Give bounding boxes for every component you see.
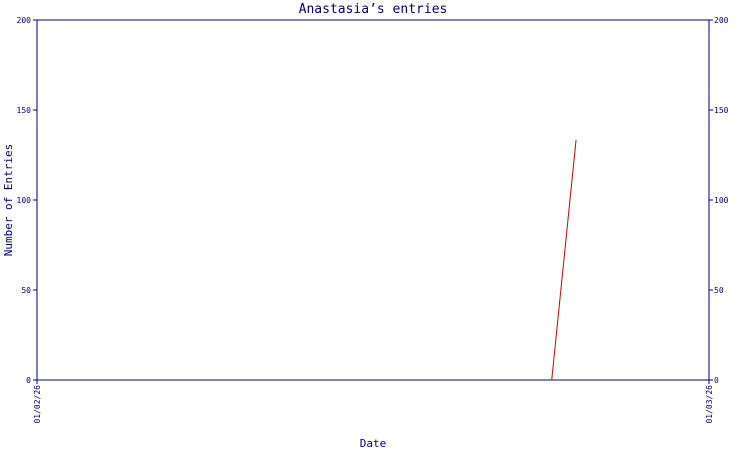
x-axis-label: Date (360, 437, 387, 450)
y-tick-label-left: 50 (21, 286, 31, 295)
y-tick-label-right: 150 (714, 106, 729, 115)
y-tick-label-left: 0 (26, 376, 31, 385)
y-axis-label: Number of Entries (2, 144, 15, 257)
y-tick-label-right: 100 (714, 196, 729, 205)
y-tick-label-right: 50 (714, 286, 724, 295)
y-tick-label-right: 200 (714, 16, 729, 25)
x-tick-label: 01/03/26 (705, 385, 714, 424)
y-axis-right: 0 50 100 150 200 (709, 16, 729, 385)
plot-area-frame (36, 19, 710, 381)
x-tick-label: 01/02/26 (33, 385, 42, 424)
y-tick-label-left: 100 (17, 196, 32, 205)
series-point (575, 140, 577, 142)
chart-title: Anastasia’s entries (299, 2, 448, 17)
series-point (551, 379, 553, 381)
y-tick-label-left: 200 (17, 16, 32, 25)
y-tick-label-right: 0 (714, 376, 719, 385)
x-axis: 01/02/26 01/03/26 (33, 380, 714, 424)
y-axis-left: 0 50 100 150 200 (17, 16, 37, 385)
y-tick-label-left: 150 (17, 106, 32, 115)
series-line-segment (551, 140, 577, 381)
series-layer (551, 140, 577, 381)
